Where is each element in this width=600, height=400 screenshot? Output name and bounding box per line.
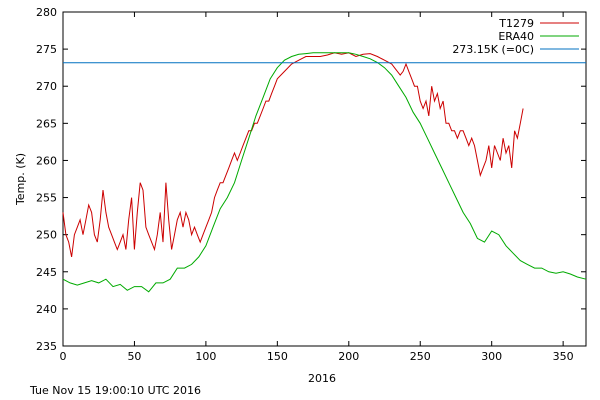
tick-marks — [62, 11, 586, 347]
x-tick-label: 350 — [553, 350, 574, 363]
x-tick-label: 50 — [127, 350, 141, 363]
y-tick-label: 270 — [36, 80, 57, 93]
y-tick-label: 275 — [36, 43, 57, 56]
y-axis-label: Temp. (K) — [14, 153, 27, 206]
legend-label-0: T1279 — [498, 17, 534, 30]
y-tick-label: 245 — [36, 266, 57, 279]
x-tick-label: 300 — [481, 350, 502, 363]
series-lines — [62, 52, 587, 293]
x-tick-label: 250 — [410, 350, 431, 363]
y-tick-label: 235 — [36, 340, 57, 353]
y-tick-label: 280 — [36, 6, 57, 19]
x-axis-label: 2016 — [308, 372, 336, 385]
y-tick-label: 265 — [36, 117, 57, 130]
timestamp-footer: Tue Nov 15 19:00:10 UTC 2016 — [30, 384, 201, 397]
series-line-0 — [62, 52, 524, 257]
plot-frame — [62, 11, 587, 347]
series-line-1 — [62, 52, 587, 293]
legend-label-1: ERA40 — [498, 30, 534, 43]
legend-label-2: 273.15K (=0C) — [452, 43, 534, 56]
x-tick-label: 200 — [338, 350, 359, 363]
y-tick-label: 250 — [36, 229, 57, 242]
x-tick-label: 0 — [60, 350, 67, 363]
x-tick-label: 150 — [267, 350, 288, 363]
y-tick-label: 260 — [36, 154, 57, 167]
y-tick-label: 240 — [36, 303, 57, 316]
y-tick-label: 255 — [36, 192, 57, 205]
tick-labels: 0 50 100 150 200 250 300 350 235 240 245 250 255 260 2… — [36, 6, 574, 363]
x-tick-label: 100 — [195, 350, 216, 363]
